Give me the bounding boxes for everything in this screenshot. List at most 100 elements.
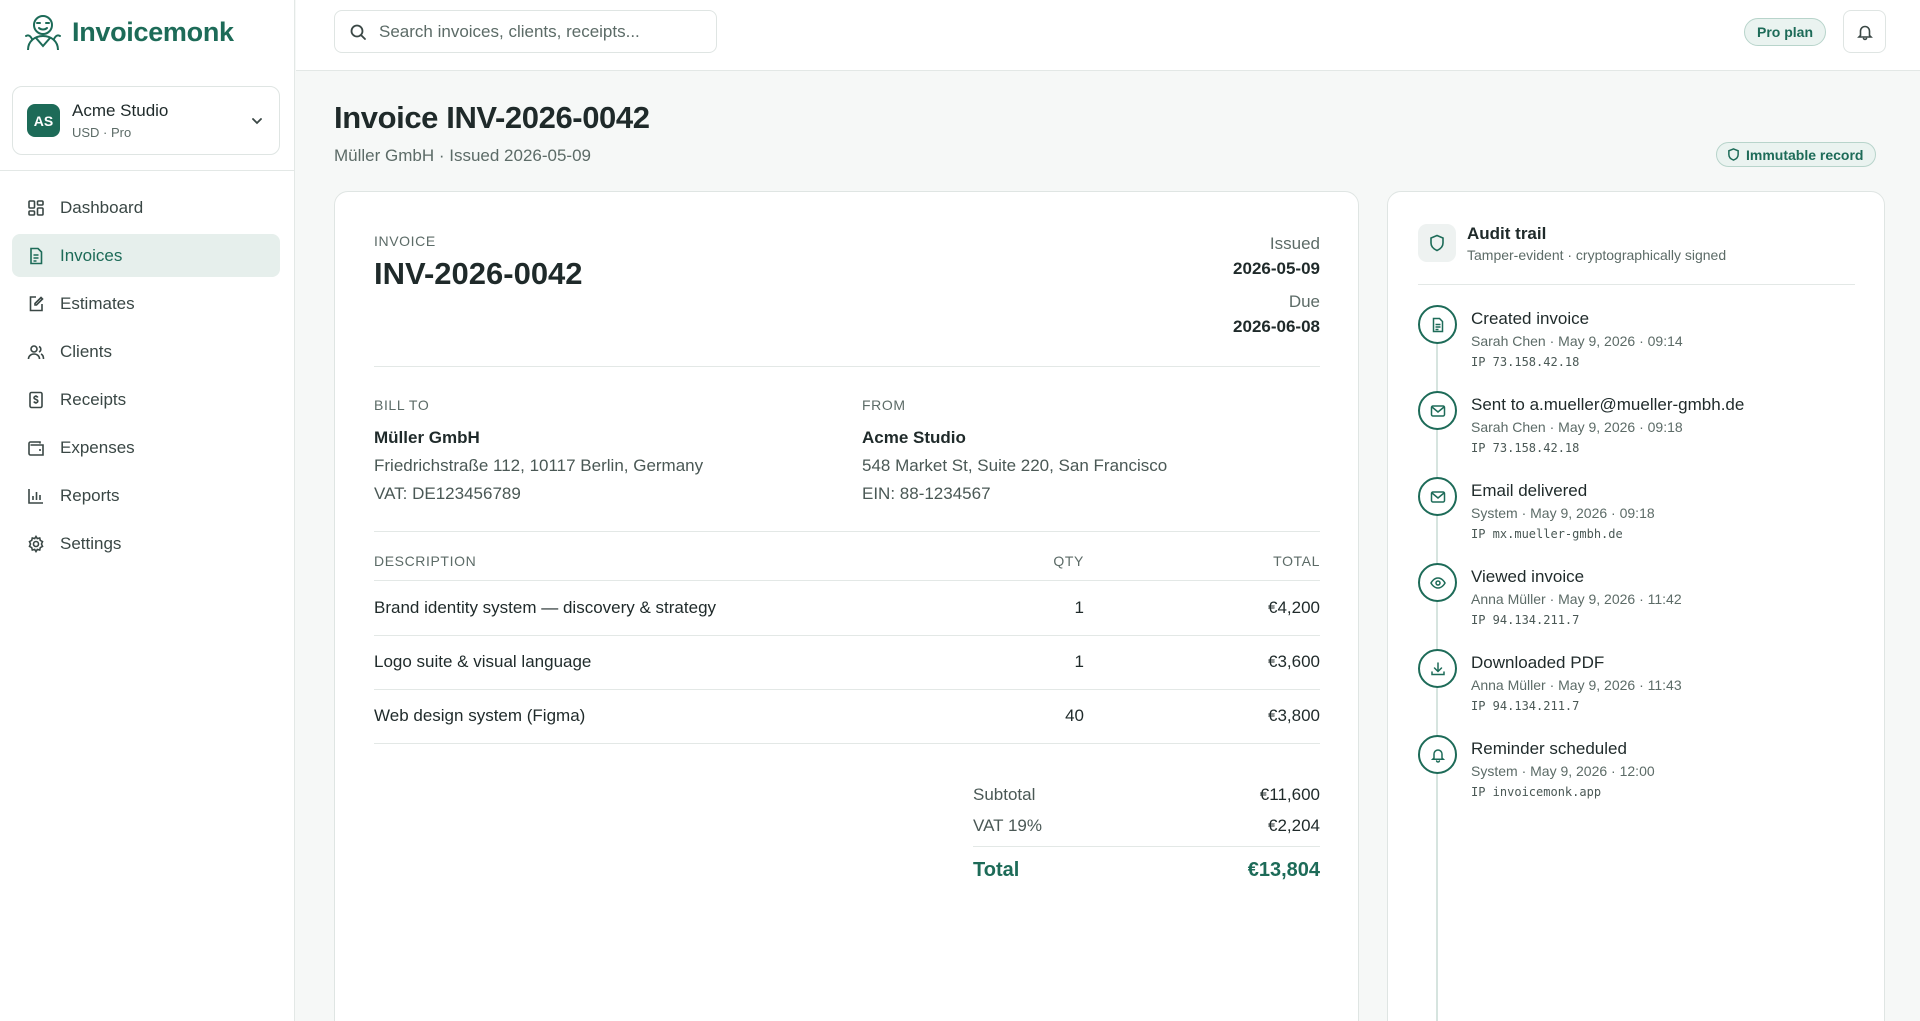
- event-ip: IP invoicemonk.app: [1471, 785, 1602, 799]
- subtotal-label: Subtotal: [973, 785, 1036, 804]
- sidebar-item-settings[interactable]: Settings: [12, 522, 280, 565]
- event-title: Viewed invoice: [1471, 567, 1585, 586]
- bell-icon: [1418, 735, 1457, 774]
- search-icon: [349, 23, 367, 41]
- from-address: 548 Market St, Suite 220, San Francisco: [862, 456, 1168, 475]
- sidebar-item-reports[interactable]: Reports: [12, 474, 280, 517]
- from-tax: EIN: 88-1234567: [862, 484, 991, 503]
- bill-to: BILL TO Müller GmbH Friedrichstraße 112,…: [374, 397, 703, 504]
- search-input[interactable]: [379, 21, 699, 42]
- event-title: Reminder scheduled: [1471, 739, 1627, 758]
- sidebar-item-estimates[interactable]: Estimates: [12, 282, 280, 325]
- column-qty: QTY: [1053, 553, 1084, 569]
- sidebar-item-expenses[interactable]: Expenses: [12, 426, 280, 469]
- sidebar-divider: [0, 170, 295, 171]
- shield-icon: [1418, 224, 1456, 262]
- event-title: Downloaded PDF: [1471, 653, 1605, 672]
- audit-event: Created invoice Sarah Chen · May 9, 2026…: [1418, 305, 1858, 375]
- column-description: DESCRIPTION: [374, 553, 477, 569]
- divider: [374, 366, 1320, 367]
- brand-name: Invoicemonk: [72, 16, 234, 47]
- page-subtitle: Müller GmbH · Issued 2026-05-09: [334, 146, 592, 165]
- wallet-icon: [27, 439, 45, 457]
- bill-to-tax: VAT: DE123456789: [374, 484, 521, 503]
- sidebar-item-label: Clients: [60, 341, 112, 361]
- invoice-label: INVOICE: [374, 233, 436, 249]
- shield-icon: [1727, 148, 1740, 161]
- divider: [1418, 284, 1855, 285]
- line-qty: 1: [1074, 652, 1084, 671]
- estimate-icon: [27, 295, 45, 313]
- table-row: Logo suite & visual language 1 €3,600: [374, 635, 1320, 689]
- sidebar-item-label: Reports: [60, 485, 120, 505]
- table-row: Web design system (Figma) 40 €3,800: [374, 689, 1320, 743]
- notifications-button[interactable]: [1843, 10, 1886, 53]
- issued-date: 2026-05-09: [1233, 259, 1320, 278]
- line-qty: 40: [1065, 706, 1084, 725]
- workspace-avatar: AS: [27, 104, 60, 137]
- event-ip: IP 73.158.42.18: [1471, 441, 1580, 455]
- mail-icon: [1418, 391, 1457, 430]
- divider: [374, 580, 1320, 581]
- from: FROM Acme Studio 548 Market St, Suite 22…: [862, 397, 1167, 504]
- divider: [374, 531, 1320, 532]
- audit-event: Email delivered System · May 9, 2026 · 0…: [1418, 477, 1858, 547]
- line-total: €3,600: [1268, 652, 1320, 671]
- audit-event: Viewed invoice Anna Müller · May 9, 2026…: [1418, 563, 1858, 633]
- bell-icon: [1856, 23, 1874, 41]
- event-title: Sent to a.mueller@mueller-gmbh.de: [1471, 395, 1745, 414]
- bill-to-address: Friedrichstraße 112, 10117 Berlin, Germa…: [374, 456, 704, 475]
- sidebar-item-dashboard[interactable]: Dashboard: [12, 186, 280, 229]
- search-box[interactable]: [334, 10, 717, 53]
- sidebar-item-label: Expenses: [60, 437, 135, 457]
- invoice-document: INVOICE INV-2026-0042 Issued 2026-05-09 …: [334, 191, 1359, 1021]
- total-label: Total: [973, 859, 1020, 881]
- bill-to-name: Müller GmbH: [374, 428, 480, 447]
- dashboard-icon: [27, 199, 45, 217]
- audit-subtitle: Tamper-evident · cryptographically signe…: [1467, 247, 1727, 263]
- workspace-switcher[interactable]: AS Acme Studio USD · Pro: [12, 86, 280, 155]
- plan-badge[interactable]: Pro plan: [1744, 18, 1827, 46]
- sidebar-item-receipts[interactable]: Receipts: [12, 378, 280, 421]
- brand[interactable]: Invoicemonk: [22, 12, 234, 52]
- sidebar-item-label: Estimates: [60, 293, 135, 313]
- column-total: TOTAL: [1273, 553, 1320, 569]
- chevron-down-icon: [249, 113, 265, 129]
- divider: [374, 689, 1320, 690]
- event-title: Email delivered: [1471, 481, 1588, 500]
- chart-icon: [27, 487, 45, 505]
- audit-event: Downloaded PDF Anna Müller · May 9, 2026…: [1418, 649, 1858, 719]
- sidebar: Invoicemonk AS Acme Studio USD · Pro Das…: [0, 0, 295, 1021]
- sidebar-item-invoices[interactable]: Invoices: [12, 234, 280, 277]
- event-meta: System · May 9, 2026 · 12:00: [1471, 763, 1655, 779]
- sidebar-item-label: Settings: [60, 533, 122, 553]
- receipt-icon: [27, 391, 45, 409]
- page-title: Invoice INV-2026-0042: [334, 100, 650, 135]
- event-title: Created invoice: [1471, 309, 1590, 328]
- top-bar: Pro plan: [296, 0, 1920, 71]
- audit-trail: Audit trail Tamper-evident · cryptograph…: [1387, 191, 1885, 1021]
- sidebar-item-label: Dashboard: [60, 197, 144, 217]
- table-row: Brand identity system — discovery & stra…: [374, 581, 1320, 635]
- issued-label: Issued: [1269, 234, 1320, 253]
- invoice-dates: Issued 2026-05-09 Due 2026-06-08: [1233, 234, 1320, 350]
- total-value: €13,804: [1247, 859, 1320, 881]
- audit-event: Sent to a.mueller@mueller-gmbh.de Sarah …: [1418, 391, 1858, 461]
- audit-title: Audit trail: [1467, 224, 1547, 243]
- gear-icon: [27, 534, 45, 553]
- due-label: Due: [1288, 292, 1320, 311]
- divider: [374, 743, 1320, 744]
- line-description: Brand identity system — discovery & stra…: [374, 598, 717, 617]
- invoice-number: INV-2026-0042: [374, 256, 583, 291]
- event-meta: Sarah Chen · May 9, 2026 · 09:18: [1471, 419, 1683, 435]
- event-meta: Sarah Chen · May 9, 2026 · 09:14: [1471, 333, 1683, 349]
- audit-event: Reminder scheduled System · May 9, 2026 …: [1418, 735, 1858, 805]
- eye-icon: [1418, 563, 1457, 602]
- event-ip: IP mx.mueller-gmbh.de: [1471, 527, 1623, 541]
- event-meta: Anna Müller · May 9, 2026 · 11:42: [1471, 591, 1682, 607]
- event-meta: System · May 9, 2026 · 09:18: [1471, 505, 1655, 521]
- sidebar-item-clients[interactable]: Clients: [12, 330, 280, 373]
- line-qty: 1: [1074, 598, 1084, 617]
- mail-icon: [1418, 477, 1457, 516]
- line-total: €3,800: [1268, 706, 1320, 725]
